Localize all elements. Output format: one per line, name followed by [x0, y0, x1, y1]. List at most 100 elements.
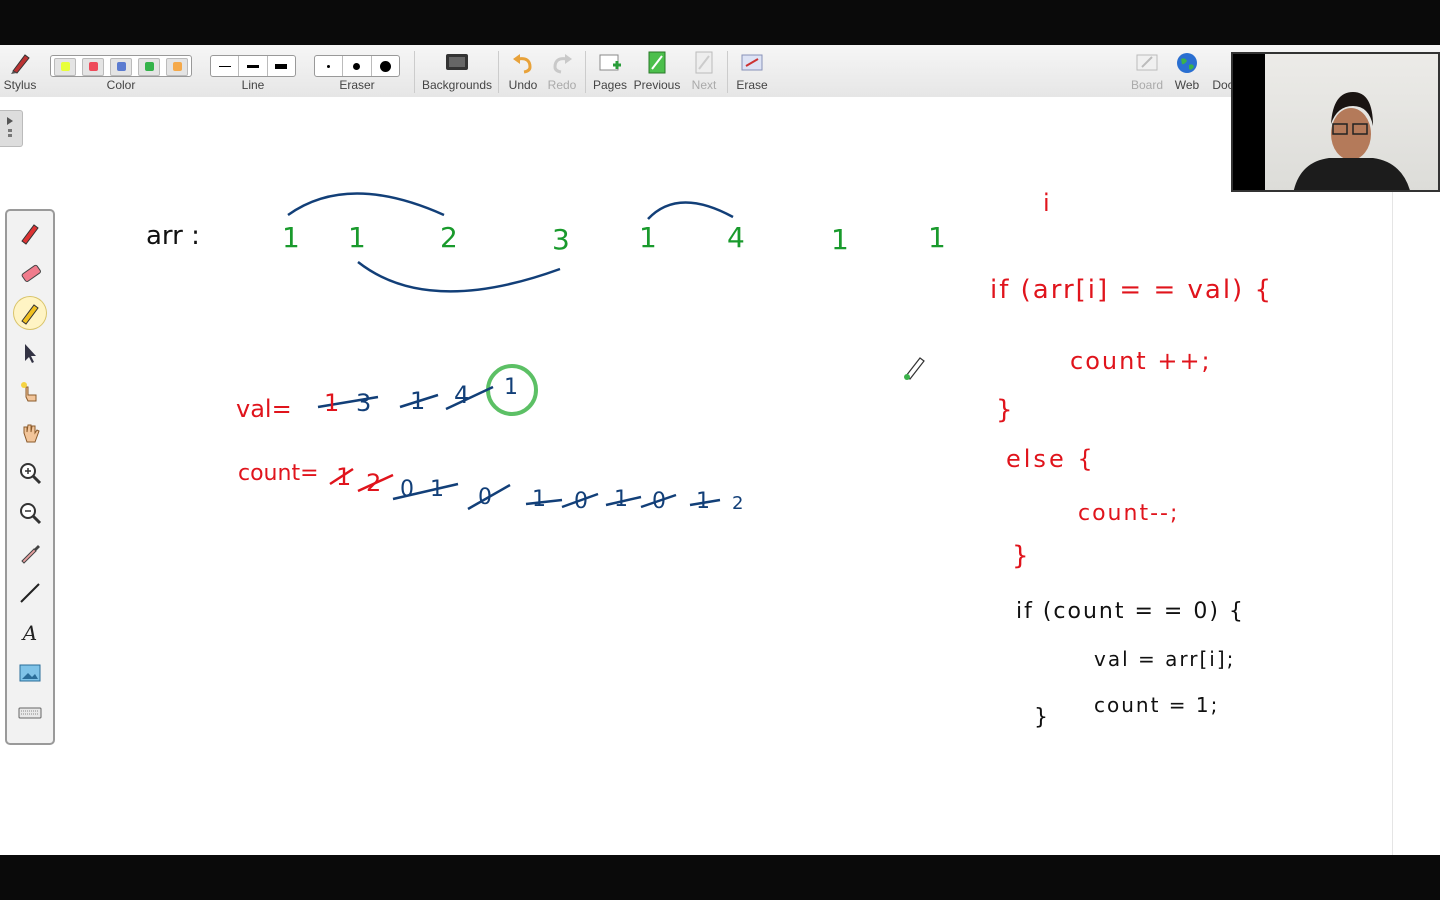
code-line: if (count = = 0) { — [1016, 599, 1245, 624]
arr-value: 1 — [639, 221, 657, 254]
pointer-tool[interactable] — [14, 377, 46, 409]
color-swatch[interactable] — [82, 58, 104, 76]
toolbar-divider — [727, 51, 728, 93]
count-history: 1 — [430, 477, 444, 502]
arr-value: 1 — [928, 221, 946, 254]
strike-mark — [689, 498, 721, 507]
text-tool[interactable]: A — [14, 617, 46, 649]
zoom-in-icon — [20, 463, 42, 485]
doc-label: Doc — [1212, 78, 1234, 92]
arr-value: 2 — [440, 221, 458, 254]
code-i: i — [1043, 189, 1050, 217]
connector-arc — [357, 261, 561, 293]
color-palette — [50, 55, 192, 77]
tool-sidebar: A — [5, 209, 55, 745]
marker-tool[interactable] — [14, 297, 46, 329]
arr-value: 3 — [552, 223, 570, 256]
backgrounds-label: Backgrounds — [421, 78, 493, 92]
zoom-out-tool[interactable] — [14, 497, 46, 529]
zoom-in-tool[interactable] — [14, 457, 46, 489]
val-history: 1 — [324, 389, 340, 417]
val-history: 3 — [356, 389, 372, 417]
hand-tool[interactable] — [14, 417, 46, 449]
eraser-small[interactable] — [315, 56, 344, 76]
select-icon — [25, 344, 36, 363]
count-current: 2 — [732, 493, 744, 514]
strike-mark — [445, 385, 494, 411]
eraser-size-selector — [314, 55, 400, 77]
previous-page-icon — [648, 51, 666, 74]
board-label: Board — [1130, 78, 1164, 92]
line-icon — [20, 583, 40, 603]
pen-cursor-icon — [904, 357, 925, 380]
whiteboard-canvas[interactable]: arr : 1 1 2 3 1 4 1 1 val= 1 3 1 4 1 cou… — [48, 97, 1392, 855]
count-history: 1 — [532, 487, 546, 512]
toolbar-divider — [414, 51, 415, 93]
highlighter-tool[interactable] — [14, 257, 46, 289]
val-history: 4 — [454, 381, 470, 409]
count-history: 0 — [478, 485, 492, 510]
eraser-label: Eraser — [339, 78, 375, 92]
color-swatch[interactable] — [54, 58, 76, 76]
strike-mark — [399, 393, 439, 409]
line-tool[interactable] — [14, 577, 46, 609]
erase-icon — [741, 54, 763, 71]
val-current: 1 — [504, 375, 518, 400]
line-thin[interactable] — [211, 56, 240, 76]
line-label: Line — [241, 78, 265, 92]
pen-tool[interactable] — [14, 217, 46, 249]
dropper-tool[interactable] — [14, 537, 46, 569]
code-line: count = 1; — [1094, 693, 1220, 717]
count-history: 1 — [614, 487, 628, 512]
redo-label: Redo — [547, 78, 577, 92]
connector-arc — [287, 192, 445, 217]
count-history: 1 — [336, 463, 352, 491]
undo-label: Undo — [508, 78, 538, 92]
count-label: count= — [238, 461, 319, 486]
count-history: 2 — [366, 469, 382, 497]
previous-label: Previous — [633, 78, 681, 92]
redo-icon — [553, 54, 572, 74]
arr-value: 1 — [831, 223, 849, 256]
next-page-icon — [695, 51, 713, 74]
line-medium[interactable] — [239, 56, 268, 76]
pointer-icon — [21, 382, 37, 402]
strike-mark — [525, 498, 563, 506]
expand-arrow-icon — [7, 117, 13, 137]
val-history: 1 — [410, 387, 426, 415]
presenter-avatar — [1293, 92, 1410, 190]
toolbar: Stylus Color Line Eraser Backgrounds — [0, 45, 1440, 98]
text-icon: A — [22, 621, 38, 645]
count-history: 0 — [652, 489, 666, 514]
val-label: val= — [236, 395, 292, 423]
eraser-medium[interactable] — [343, 56, 372, 76]
eraser-large[interactable] — [372, 56, 399, 76]
keyboard-tool[interactable] — [14, 697, 46, 729]
color-swatch[interactable] — [110, 58, 132, 76]
line-thick[interactable] — [268, 56, 295, 76]
strike-mark — [317, 395, 379, 409]
image-icon — [19, 664, 41, 682]
pages-label: Pages — [592, 78, 628, 92]
code-line: if (arr[i] = = val) { — [990, 275, 1274, 305]
color-swatch[interactable] — [166, 58, 188, 76]
sidebar-expander[interactable] — [0, 110, 23, 147]
next-label: Next — [691, 78, 717, 92]
image-tool[interactable] — [14, 657, 46, 689]
code-line: } — [996, 395, 1013, 425]
select-tool[interactable] — [14, 337, 46, 369]
zoom-out-icon — [20, 503, 42, 525]
board-icon — [1136, 54, 1158, 71]
toolbar-divider — [498, 51, 499, 93]
strike-mark — [329, 467, 354, 486]
webcam-overlay[interactable] — [1231, 52, 1440, 192]
color-swatch[interactable] — [138, 58, 160, 76]
hand-icon — [23, 424, 40, 443]
count-history: 1 — [696, 489, 710, 514]
strike-mark — [640, 493, 677, 509]
undo-icon — [513, 54, 532, 74]
pages-icon — [599, 54, 621, 71]
strike-mark — [392, 482, 459, 501]
backgrounds-icon — [446, 54, 468, 70]
keyboard-icon — [18, 707, 42, 719]
